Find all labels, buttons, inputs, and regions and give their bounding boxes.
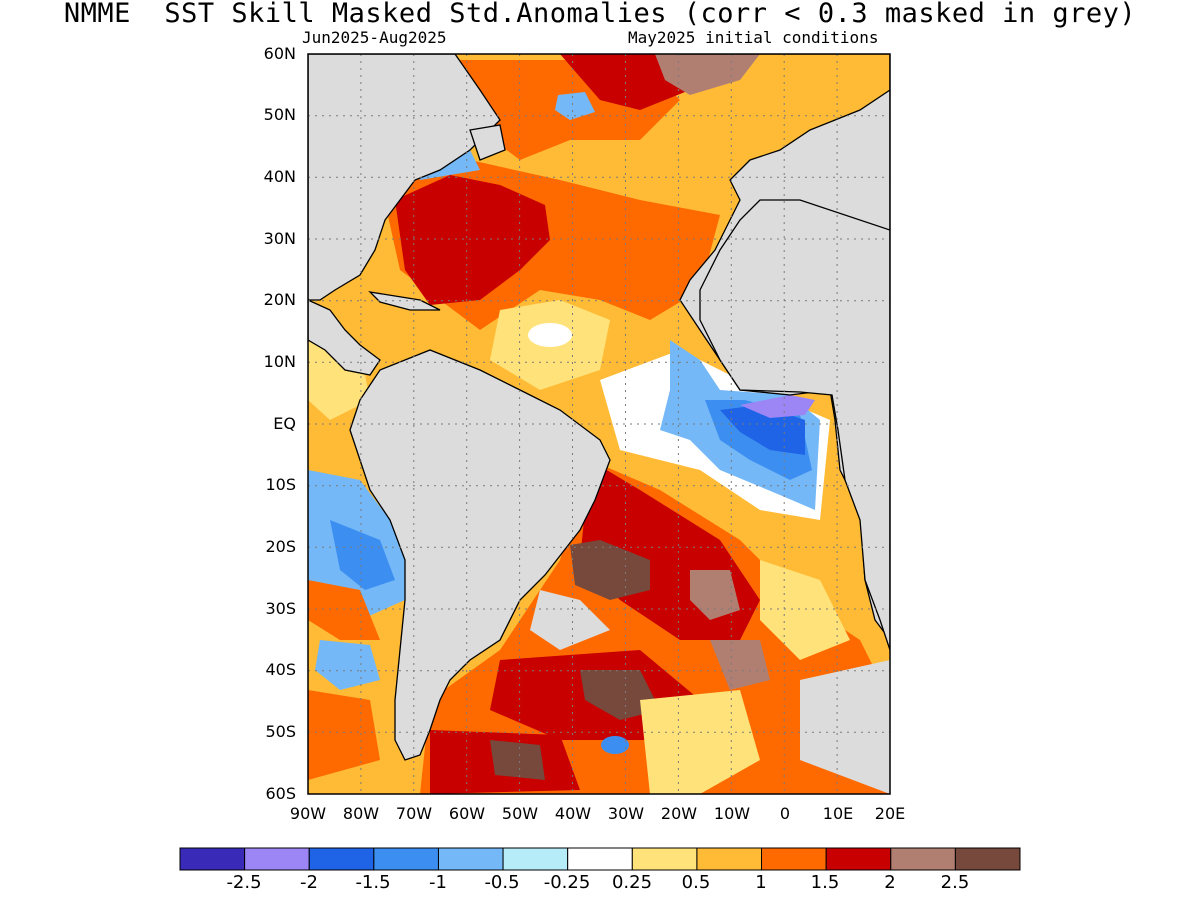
lat-label: 40S (265, 660, 296, 679)
colorbar-swatch (567, 847, 633, 871)
anomaly-region (308, 690, 380, 780)
lat-label: 30S (265, 599, 296, 618)
colorbar-swatch (761, 847, 827, 871)
lat-label: 50S (265, 722, 296, 741)
anomaly-region (640, 690, 760, 794)
central-america-land (308, 299, 381, 376)
anomaly-region (580, 670, 660, 720)
graticule (308, 54, 890, 794)
map-frame (307, 53, 891, 795)
lon-label: 90W (289, 804, 327, 823)
initial-conditions: May2025 initial conditions (628, 28, 879, 47)
colorbar-label: -1 (429, 872, 447, 893)
colorbar-swatch (696, 847, 763, 871)
lat-label: 20S (265, 537, 296, 556)
lon-label: 10E (822, 804, 854, 823)
anomaly-region (315, 640, 380, 690)
south-america-land (349, 349, 611, 761)
lat-label: 50N (263, 105, 296, 124)
colorbar-label: -2.5 (226, 872, 262, 893)
map-title: NMME SST Skill Masked Std.Anomalies (cor… (63, 0, 1137, 29)
anomaly-region (740, 395, 815, 418)
colorbar (179, 847, 1021, 871)
colorbar-label: -0.5 (484, 872, 520, 893)
africa-land (699, 199, 890, 651)
colorbar-swatch (179, 847, 246, 871)
colorbar-swatch (244, 847, 310, 871)
anomaly-region (490, 740, 545, 780)
anomaly-region (530, 590, 610, 650)
colorbar-swatch (373, 847, 439, 871)
lon-label: 60W (448, 804, 486, 823)
lon-label: 50W (501, 804, 539, 823)
anomaly-region (330, 520, 395, 590)
lat-label: 60N (263, 44, 296, 63)
anomaly-region (555, 92, 595, 120)
lat-label: EQ (273, 414, 296, 433)
anomaly-region (601, 736, 629, 754)
lat-label: 10S (265, 475, 296, 494)
lon-label: 30W (607, 804, 645, 823)
map-field (308, 54, 890, 794)
colorbar-label: -2 (300, 872, 318, 893)
colorbar-label: 2.5 (940, 872, 970, 893)
colorbar-label: 0.25 (611, 872, 653, 893)
colorbar-label: 0.5 (681, 872, 711, 893)
lon-label: 70W (395, 804, 433, 823)
anomaly-region (308, 580, 380, 640)
colorbar-swatch (890, 847, 956, 871)
colorbar-swatch (437, 847, 504, 871)
colorbar-swatch (502, 847, 569, 871)
lon-label: 40W (554, 804, 592, 823)
colorbar-swatch (954, 847, 1021, 871)
colorbar-swatch (825, 847, 892, 871)
anomaly-region (710, 640, 770, 690)
lat-label: 10N (263, 352, 296, 371)
colorbar-label: 1 (755, 872, 767, 893)
anomaly-region (655, 54, 760, 95)
lon-label: 0 (779, 804, 791, 823)
lat-label: 20N (263, 290, 296, 309)
lon-label: 20E (874, 804, 906, 823)
colorbar-label: 1.5 (810, 872, 840, 893)
colorbar-label: -0.25 (543, 872, 591, 893)
forecast-period: Jun2025-Aug2025 (302, 28, 447, 47)
lat-label: 30N (263, 229, 296, 248)
anomaly-region (760, 560, 850, 660)
anomaly-region (395, 175, 550, 305)
lat-label: 40N (263, 167, 296, 186)
lat-label: 60S (265, 784, 296, 803)
colorbar-label: 2 (884, 872, 896, 893)
colorbar-swatch (631, 847, 698, 871)
anomaly-region (528, 323, 572, 347)
colorbar-swatch (308, 847, 375, 871)
lon-label: 10W (713, 804, 751, 823)
newfoundland-land (469, 124, 506, 161)
north-america-land (308, 54, 501, 301)
lon-label: 80W (342, 804, 380, 823)
colorbar-label: -1.5 (355, 872, 391, 893)
anomaly-region (570, 540, 650, 600)
anomaly-region (800, 660, 890, 794)
lon-label: 20W (660, 804, 698, 823)
anomaly-region (690, 570, 740, 620)
anomaly-region (720, 405, 805, 455)
